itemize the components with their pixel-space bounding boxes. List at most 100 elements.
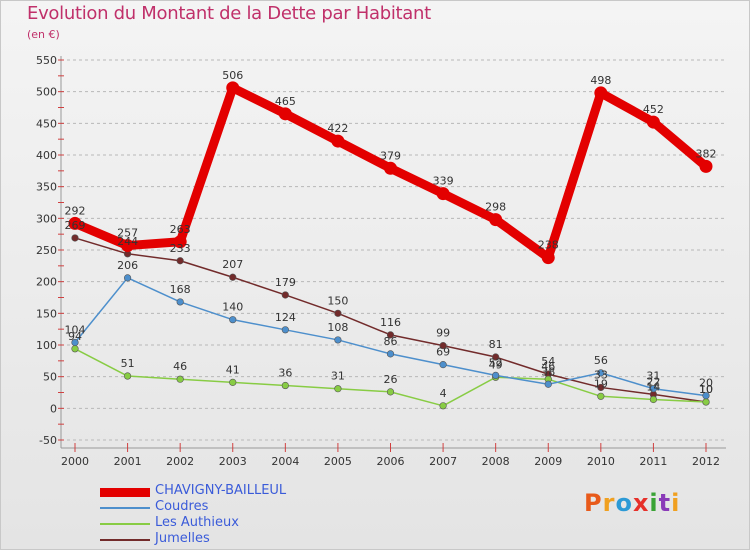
- data-label: 263: [170, 223, 191, 236]
- data-point: [229, 378, 237, 386]
- data-point: [702, 392, 710, 400]
- data-point: [229, 316, 237, 324]
- x-tick-label: 2004: [271, 455, 299, 468]
- data-label: 506: [222, 69, 243, 82]
- data-label: 238: [538, 239, 559, 252]
- data-point: [386, 350, 395, 358]
- data-point: [702, 398, 710, 406]
- data-label: 124: [275, 311, 296, 324]
- data-label: 206: [117, 259, 138, 272]
- data-label: 10: [699, 383, 713, 396]
- chart-subtitle: (en €): [27, 28, 60, 41]
- data-label: 150: [327, 294, 348, 307]
- data-point: [439, 361, 447, 369]
- data-point: [649, 385, 658, 393]
- x-tick-label: 2005: [324, 455, 352, 468]
- data-point: [281, 381, 289, 390]
- data-label: 56: [594, 354, 608, 367]
- data-point: [384, 161, 397, 175]
- data-label: 26: [384, 373, 398, 386]
- data-label: 140: [222, 301, 243, 314]
- data-point: [176, 257, 184, 265]
- data-point: [439, 342, 447, 350]
- data-point: [541, 251, 555, 265]
- data-label: 292: [65, 204, 86, 217]
- y-tick-label: -50: [39, 434, 57, 447]
- data-point: [492, 353, 500, 361]
- legend-label: Les Authieux: [155, 515, 239, 530]
- data-label: 104: [65, 323, 86, 336]
- grid-layer: [61, 59, 726, 441]
- data-label: 298: [485, 201, 506, 214]
- legend-label: CHAVIGNY-BAILLEUL: [155, 483, 287, 498]
- chart-title: Evolution du Montant de la Dette par Hab…: [27, 3, 431, 24]
- data-label: 168: [170, 283, 191, 296]
- data-label: 69: [436, 346, 450, 359]
- data-label: 14: [646, 380, 660, 393]
- data-label: 20: [699, 377, 713, 390]
- data-point: [439, 402, 447, 410]
- data-label: 52: [489, 356, 503, 369]
- y-tick-label: 500: [36, 86, 57, 99]
- x-tick-label: 2011: [639, 455, 667, 468]
- data-label: 4: [440, 387, 447, 400]
- data-point: [281, 291, 289, 299]
- data-label: 99: [436, 327, 450, 340]
- legend-label: Coudres: [155, 499, 209, 514]
- axis-layer: -50 0 50 100 150 200 250 300 350 400 450 500 550 2000…: [36, 54, 726, 468]
- legend-swatch: [100, 507, 150, 509]
- y-tick-label: 300: [36, 212, 57, 225]
- data-point: [68, 216, 82, 230]
- x-tick-label: 2007: [429, 455, 457, 468]
- data-point: [492, 371, 500, 380]
- y-tick-label: 50: [43, 371, 57, 384]
- y-tick-label: 350: [36, 181, 57, 194]
- data-label: 49: [489, 358, 503, 371]
- data-point: [123, 372, 132, 380]
- data-label: 379: [380, 149, 401, 162]
- x-tick-label: 2003: [219, 455, 247, 468]
- data-label: 33: [594, 368, 608, 381]
- data-point: [334, 336, 342, 344]
- data-point: [121, 239, 135, 253]
- legend-swatch: [100, 523, 150, 525]
- data-point: [594, 86, 608, 100]
- data-point: [123, 274, 132, 282]
- data-label: 422: [327, 122, 348, 135]
- data-point: [173, 235, 187, 249]
- data-label: 41: [226, 363, 240, 376]
- y-tick-label: 100: [36, 339, 57, 352]
- data-point: [334, 385, 342, 393]
- x-tick-label: 2010: [587, 455, 615, 468]
- data-label: 46: [173, 360, 187, 373]
- data-label: 108: [327, 321, 348, 334]
- data-point: [699, 159, 713, 173]
- data-point: [229, 273, 237, 281]
- data-point: [649, 395, 658, 404]
- data-label: 339: [433, 175, 454, 188]
- data-point: [71, 234, 79, 242]
- data-label: 81: [489, 338, 503, 351]
- data-label: 86: [384, 335, 398, 348]
- data-label: 38: [541, 365, 555, 378]
- x-tick-label: 2008: [482, 455, 510, 468]
- data-label: 116: [380, 316, 401, 329]
- data-point: [597, 369, 605, 377]
- data-point: [176, 298, 184, 306]
- data-label: 46: [541, 360, 555, 373]
- data-label: 54: [541, 355, 555, 368]
- data-label: 233: [170, 242, 191, 255]
- data-label: 269: [65, 219, 86, 232]
- data-point: [278, 107, 292, 121]
- data-point: [597, 383, 605, 392]
- data-point: [436, 187, 450, 201]
- x-tick-label: 2002: [166, 455, 194, 468]
- data-label: 22: [646, 375, 660, 388]
- data-label: 498: [590, 74, 611, 87]
- x-tick-label: 2001: [114, 455, 142, 468]
- proxiti-logo: Proxiti: [584, 489, 681, 517]
- x-tick-label: 2009: [534, 455, 562, 468]
- data-label: 10: [699, 383, 713, 396]
- data-point: [646, 115, 660, 129]
